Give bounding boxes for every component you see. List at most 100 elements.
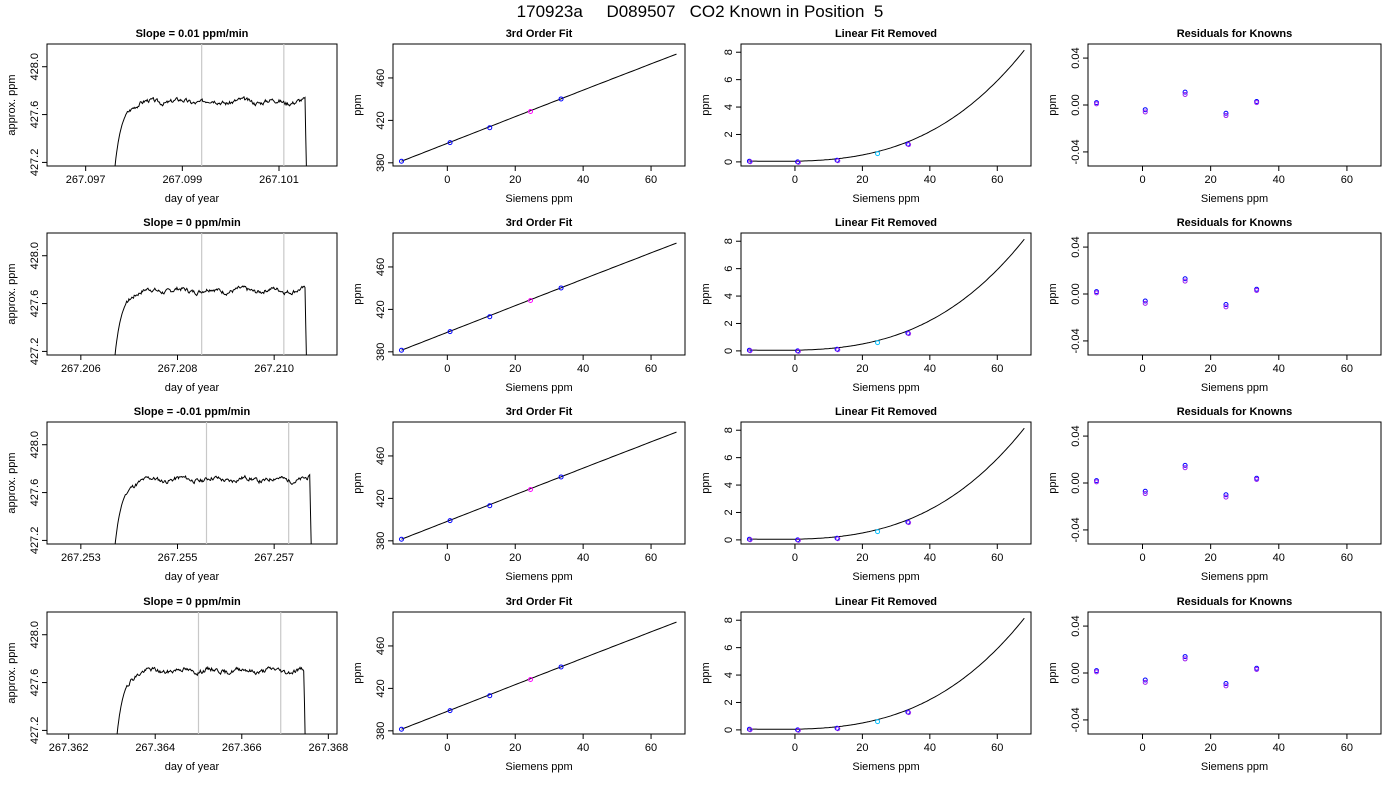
x-axis-label: Siemens ppm [1201,382,1268,394]
data-point [796,160,801,165]
data-point [528,486,534,492]
y-tick-label: 420 [375,489,387,507]
panel-timeseries-row2: Slope = -0.01 ppm/min 267.253 267.255 267.2… [6,406,338,583]
x-tick-label: 60 [1341,363,1353,375]
x-axis-label: day of year [165,382,220,394]
x-tick-label: 20 [509,363,521,375]
panel-linear_removed-row0: Linear Fit Removed 0 20 40 60 0 2 4 6 8 Siemens pp… [700,28,1032,205]
panel-linear_removed-row1: Linear Fit Removed 0 20 40 60 0 2 4 6 8 Siemens pp… [700,217,1032,394]
plot-frame [740,421,1032,545]
data-point [1094,669,1100,675]
data-point [528,108,534,114]
x-tick-label: 60 [991,742,1003,754]
x-tick-label: 0 [1139,174,1145,186]
data-point [906,710,912,716]
data-point [835,158,841,164]
fit-curve [401,242,677,351]
fit-curve [401,621,677,730]
data-point [398,158,404,164]
fit-curve [401,431,677,540]
y-tick-label: 460 [375,637,387,655]
panel-timeseries-row3: Slope = 0 ppm/min 267.362 267.364 267.366 26… [6,596,348,773]
y-tick-label: 2 [723,131,735,137]
x-axis-label: Siemens ppm [1201,193,1268,205]
y-tick-label: 2 [723,320,735,326]
series-line [114,473,312,544]
data-point [528,297,534,303]
y-tick-label: 460 [375,69,387,87]
data-point [834,157,840,163]
x-tick-label: 0 [1139,742,1145,754]
data-point [875,151,881,157]
y-tick-label: 4 [723,293,735,299]
y-tick-label: 4 [723,104,735,110]
y-tick-label: 0 [723,348,735,354]
panel-title: Linear Fit Removed [835,28,937,40]
x-axis-label: Siemens ppm [852,571,919,583]
x-axis-label: Siemens ppm [852,761,919,773]
plot-frame [392,611,686,735]
y-tick-label: 8 [723,238,735,244]
data-point [1223,302,1229,308]
x-tick-label: 40 [577,174,589,186]
data-point [835,726,841,732]
data-point [1223,113,1229,119]
data-point [1142,679,1148,685]
x-axis-label: day of year [165,571,220,583]
x-tick-label: 40 [577,363,589,375]
plot-area [746,49,1025,165]
x-tick-label: 60 [991,174,1003,186]
y-tick-label: -0.04 [1070,517,1082,542]
plot-frame [392,43,686,167]
plot-area [746,238,1025,354]
y-tick-label: 428.0 [29,242,41,270]
y-tick-label: 428.0 [29,53,41,81]
data-point [1142,109,1148,115]
plot-frame [1087,421,1382,545]
data-point [1142,107,1148,113]
data-point [398,726,404,732]
data-point [795,159,801,165]
data-point [558,474,564,480]
y-tick-label: 4 [723,672,735,678]
y-tick-label: -0.04 [1070,328,1082,353]
y-tick-label: 428.0 [29,431,41,459]
x-tick-label: 60 [1341,174,1353,186]
data-point [1142,300,1148,306]
y-axis-label: ppm [700,662,712,683]
panel-title: Linear Fit Removed [835,406,937,418]
panel-timeseries-row1: Slope = 0 ppm/min 267.206 267.208 267.210 42… [6,217,338,394]
plot-area [1094,654,1260,689]
y-tick-label: 0.04 [1070,425,1082,446]
y-tick-label: 427.6 [29,290,41,318]
data-point [1094,101,1100,107]
data-point [487,503,493,509]
fit-curve [749,617,1025,730]
data-point [447,329,453,335]
panel-residuals-row1: Residuals for Knowns 0 20 40 60 -0.04 0.00 0.04… [1047,217,1382,394]
plot-frame [46,421,338,545]
data-point [1254,287,1260,293]
y-axis-label: ppm [352,472,364,493]
panel-title: 3rd Order Fit [506,596,573,608]
y-tick-label: 420 [375,111,387,129]
data-point [1142,491,1148,497]
data-point [795,727,801,733]
x-tick-label: 60 [991,552,1003,564]
x-tick-label: 60 [1341,552,1353,564]
plot-area [398,242,677,353]
y-tick-label: 2 [723,699,735,705]
data-point [746,158,752,164]
y-tick-label: 427.2 [29,527,41,555]
x-tick-label: 20 [856,363,868,375]
x-tick-label: 0 [792,363,798,375]
x-tick-label: 20 [856,174,868,186]
data-point [1254,100,1260,106]
x-tick-label: 60 [1341,742,1353,754]
data-point [905,709,911,715]
x-tick-label: 267.257 [254,552,294,564]
plot-area [398,53,677,164]
data-point [875,529,881,535]
panel-title: Slope = 0 ppm/min [143,596,241,608]
